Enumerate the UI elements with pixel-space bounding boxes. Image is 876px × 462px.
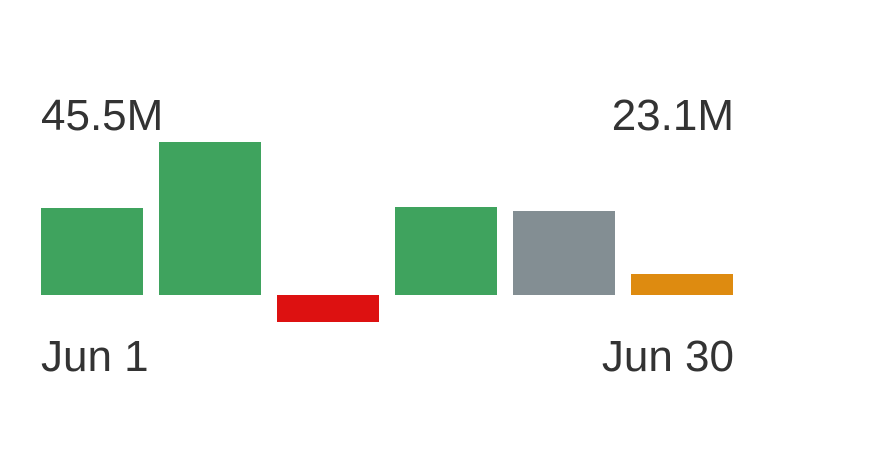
bar-1 <box>41 208 143 295</box>
end-value-label: 23.1M <box>612 91 734 140</box>
start-value-label: 45.5M <box>41 91 163 140</box>
start-date-label: Jun 1 <box>41 332 149 381</box>
bar-4 <box>395 207 497 295</box>
end-date-label: Jun 30 <box>602 332 734 381</box>
bar-6 <box>631 274 733 295</box>
bar-2 <box>159 142 261 295</box>
bars-group <box>41 142 733 322</box>
bar-5 <box>513 211 615 295</box>
bar-3 <box>277 295 379 322</box>
